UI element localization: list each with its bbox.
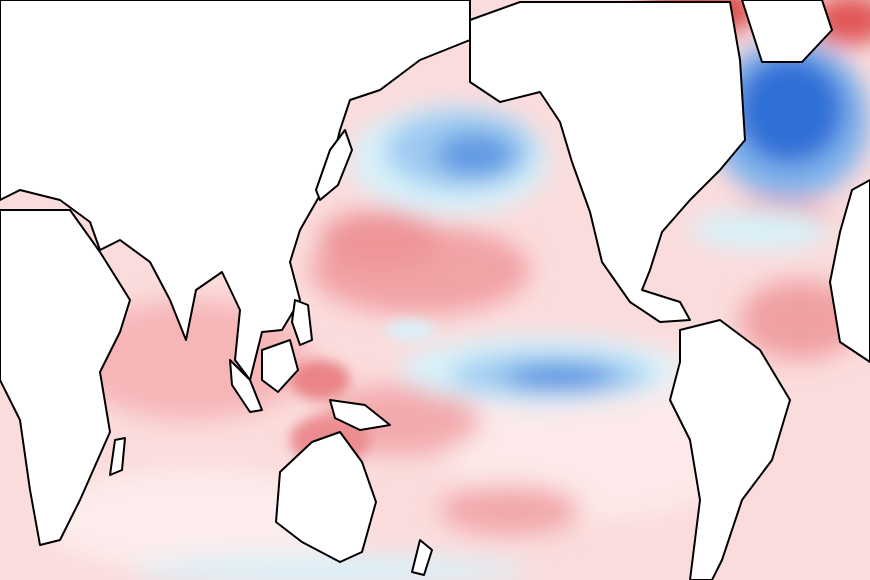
australia [275, 431, 377, 563]
africa [0, 209, 131, 546]
west-africa [829, 179, 870, 363]
new-zealand [411, 539, 433, 576]
south-america [669, 319, 791, 580]
borneo [261, 339, 299, 393]
north-america [469, 1, 746, 323]
madagascar [109, 437, 126, 476]
new-guinea [329, 399, 391, 431]
philippines [291, 299, 313, 346]
sumatra [229, 359, 263, 413]
japan [315, 129, 353, 201]
greenland [741, 0, 833, 63]
